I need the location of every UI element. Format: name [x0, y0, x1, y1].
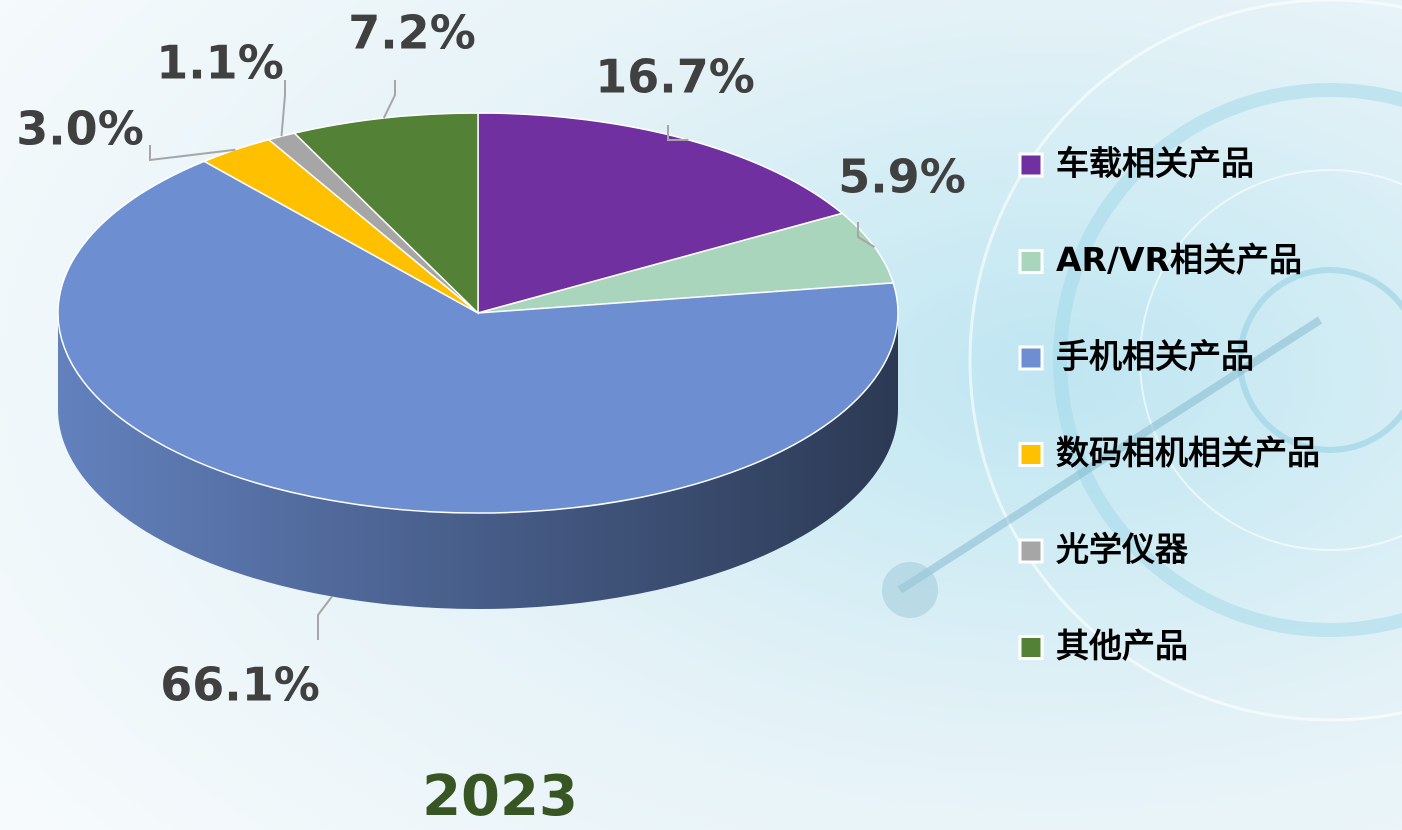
leader-line: [382, 80, 396, 119]
leader-line: [667, 125, 689, 142]
legend-label: 光学仪器: [1056, 530, 1189, 569]
data-label: 66.1%: [160, 658, 320, 712]
chart-title: 2023: [422, 764, 578, 829]
slice: [57, 160, 899, 514]
legend-swatch: [1018, 635, 1044, 660]
labels: 16.7% 5.9% 66.1% 3.0%1.1% 7.2%: [16, 6, 966, 712]
data-label: 5.9%: [838, 150, 966, 204]
legend-label: AR/VR相关产品: [1056, 240, 1302, 279]
legend-label: 手机相关产品: [1056, 337, 1254, 376]
leader-line: [317, 595, 333, 640]
legend-label: 其他产品: [1056, 626, 1188, 665]
leader-line: [149, 145, 236, 162]
data-label: 7.2%: [348, 6, 476, 60]
data-label: 16.7%: [595, 50, 755, 104]
legend-swatch: [1018, 345, 1044, 371]
legend-label: 数码相机相关产品: [1056, 433, 1320, 472]
leader-line: [280, 80, 286, 137]
leader-line: [857, 222, 876, 248]
data-label: 1.1%: [156, 36, 284, 90]
slice: [477, 212, 895, 314]
pie: [57, 112, 899, 609]
data-label: 3.0%: [16, 102, 144, 156]
legend-swatch: [1018, 249, 1044, 274]
decoration: [882, 0, 1402, 722]
legend-swatch: [1018, 442, 1044, 467]
side-shade: [58, 313, 898, 609]
legend-label: 车载相关产品: [1056, 144, 1254, 183]
legend-swatch: [1018, 152, 1044, 178]
legend-swatch: [1018, 538, 1044, 564]
